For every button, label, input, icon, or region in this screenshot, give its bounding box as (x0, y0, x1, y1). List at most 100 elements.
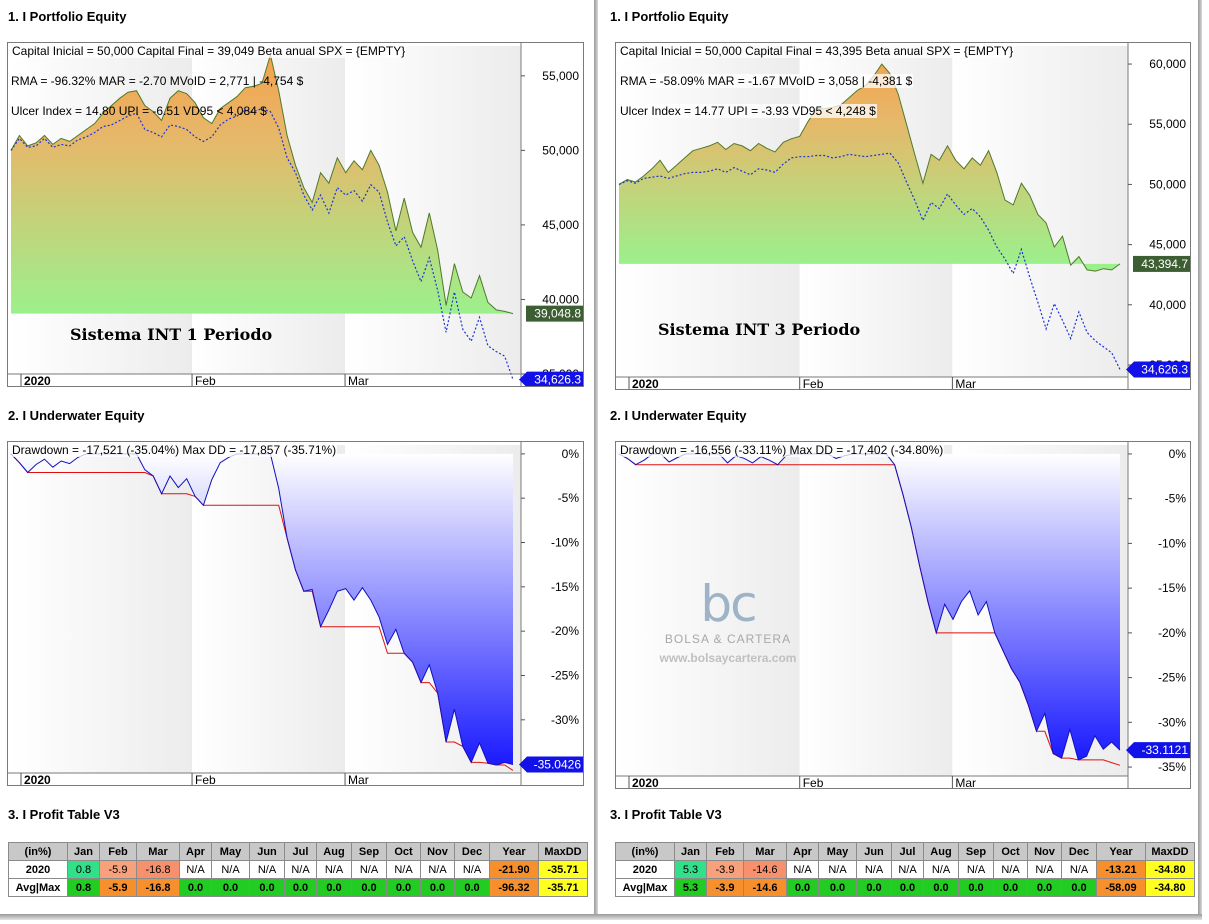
maxdd-line (10, 453, 514, 771)
table-cell: 2020 (615, 860, 675, 879)
y-tick-label: 50,000 (1149, 177, 1186, 191)
y-tick-label: 0% (1169, 447, 1187, 461)
y-tick-label: 55,000 (1149, 117, 1186, 131)
equity-title: 1. I Portfolio Equity (8, 9, 127, 24)
profit-table-title: 3. I Profit Table V3 (610, 807, 722, 822)
benchmark-line (10, 107, 514, 380)
equity-stat-line-1: Capital Inicial = 50,000 Capital Final =… (619, 44, 1015, 58)
table-header-cell: Year (1096, 842, 1146, 861)
table-cell: -5.9 (99, 878, 137, 897)
table-header-cell: MaxDD (1145, 842, 1195, 861)
underwater-chart-svg: 0%-5%-10%-15%-20%-25%-30%-35%2020FebMar-… (8, 442, 583, 787)
underwater-chart: 0%-5%-10%-15%-20%-25%-30%-35%2020FebMar-… (7, 441, 584, 787)
watermark-name: BOLSA & CARTERA (664, 632, 792, 646)
drawdown-text: Drawdown = -17,521 (-35.04%) Max DD = -1… (11, 443, 338, 457)
table-cell: Avg|Max (8, 878, 68, 897)
table-cell: 0.0 (856, 878, 892, 897)
y-tick-label: -20% (1158, 626, 1186, 640)
x-tick-label: Mar (348, 374, 369, 386)
table-cell: 5.3 (674, 878, 707, 897)
table-header-cell: Aug (923, 842, 959, 861)
table-cell: -34.80 (1145, 860, 1195, 879)
equity-chart-svg: 35,00040,00045,00050,00055,00060,0002020… (616, 43, 1190, 391)
y-tick-label: 45,000 (1149, 238, 1186, 252)
x-tick-label: 2020 (24, 374, 51, 386)
table-header-cell: Nov (1027, 842, 1062, 861)
table-header-cell: Sep (351, 842, 387, 861)
profit-table-title: 3. I Profit Table V3 (8, 807, 120, 822)
table-cell: 0.0 (179, 878, 212, 897)
table-header-cell: Nov (420, 842, 455, 861)
y-tick-label: -10% (551, 536, 579, 550)
y-tick-label: -10% (1158, 536, 1186, 550)
table-cell: N/A (316, 860, 352, 879)
equity-chart: 35,00040,00045,00050,00055,0002020FebMar… (7, 42, 584, 388)
y-tick-label: 45,000 (542, 218, 579, 232)
table-header-cell: Aug (316, 842, 352, 861)
table-cell: N/A (818, 860, 857, 879)
equity-last-label: 39,048.8 (534, 307, 581, 321)
table-header-row: (in%) Jan Feb Mar Apr May Jun Jul Aug Sep Oct Nov De… (8, 842, 588, 861)
table-header-cell: Mar (136, 842, 180, 861)
y-tick-label: -15% (1158, 581, 1186, 595)
equity-area (619, 64, 1120, 272)
table-header-cell: Jan (67, 842, 100, 861)
underwater-last-label-tag (519, 756, 583, 773)
table-cell: -14.6 (743, 878, 787, 897)
table-header-cell: Year (489, 842, 539, 861)
system-name: Sistema INT 3 Periodo (658, 320, 861, 339)
x-tick-label: 2020 (632, 377, 659, 389)
benchmark-last-label: 34,626.3 (1141, 362, 1188, 376)
table-cell: -34.80 (1145, 878, 1195, 897)
table-cell: -3.9 (706, 860, 744, 879)
table-cell: 0.0 (211, 878, 250, 897)
table-cell: -16.8 (136, 878, 180, 897)
table-cell: -35.71 (538, 878, 588, 897)
y-tick-label: 50,000 (542, 143, 579, 157)
y-tick-label: 40,000 (542, 292, 579, 306)
table-cell: N/A (958, 860, 994, 879)
table-row: Avg|Max 5.3 -3.9 -14.6 0.0 0.0 0.0 0.0 0.0 0.0 0.0… (615, 878, 1195, 897)
x-tick-label: 2020 (632, 776, 659, 788)
table-header-cell: Mar (743, 842, 787, 861)
table-cell: -13.21 (1096, 860, 1146, 879)
watermark: bc BOLSA & CARTERA www.bolsaycartera.com (628, 578, 828, 665)
equity-last-label-tag (1133, 255, 1190, 272)
table-header-cell: Jun (249, 842, 285, 861)
y-tick-label: -30% (551, 713, 579, 727)
table-header-cell: Jun (856, 842, 892, 861)
equity-area (11, 54, 513, 314)
table-header-cell: Sep (958, 842, 994, 861)
table-header-cell: Dec (454, 842, 490, 861)
table-cell: 0.0 (891, 878, 924, 897)
left-panel: 1. I Portfolio Equity 35,00040,00045,000… (0, 0, 594, 916)
table-header-cell: (in%) (8, 842, 68, 861)
equity-stat-line-2: RMA = -96.32% MAR = -2.70 MVoID = 2,771 … (11, 74, 304, 88)
month-band-jan (11, 445, 193, 773)
table-cell: 0.8 (67, 860, 100, 879)
y-tick-label: -25% (1158, 671, 1186, 685)
month-band-jan (619, 445, 800, 776)
table-header-cell: Feb (99, 842, 137, 861)
y-tick-label: 0% (562, 447, 580, 461)
table-cell: N/A (249, 860, 285, 879)
table-header-cell: Jul (891, 842, 924, 861)
y-tick-label: 55,000 (542, 69, 579, 83)
right-panel: 1. I Portfolio Equity 35,00040,00045,000… (600, 0, 1198, 916)
x-tick-label: Feb (803, 377, 824, 389)
table-cell: 0.0 (454, 878, 490, 897)
table-header-cell: May (818, 842, 857, 861)
underwater-title: 2. I Underwater Equity (610, 408, 747, 423)
table-cell: N/A (211, 860, 250, 879)
table-header-cell: MaxDD (538, 842, 588, 861)
table-row: 2020 5.3 -3.9 -14.6 N/A N/A N/A N/A N/A N/A N/A N/A… (615, 860, 1195, 879)
table-header-cell: Dec (1061, 842, 1097, 861)
table-cell: -35.71 (538, 860, 588, 879)
table-header-cell: (in%) (615, 842, 675, 861)
table-cell: -21.90 (489, 860, 539, 879)
x-tick-label: Mar (955, 377, 976, 389)
table-cell: 0.0 (1061, 878, 1097, 897)
table-cell: N/A (891, 860, 924, 879)
table-cell: N/A (179, 860, 212, 879)
